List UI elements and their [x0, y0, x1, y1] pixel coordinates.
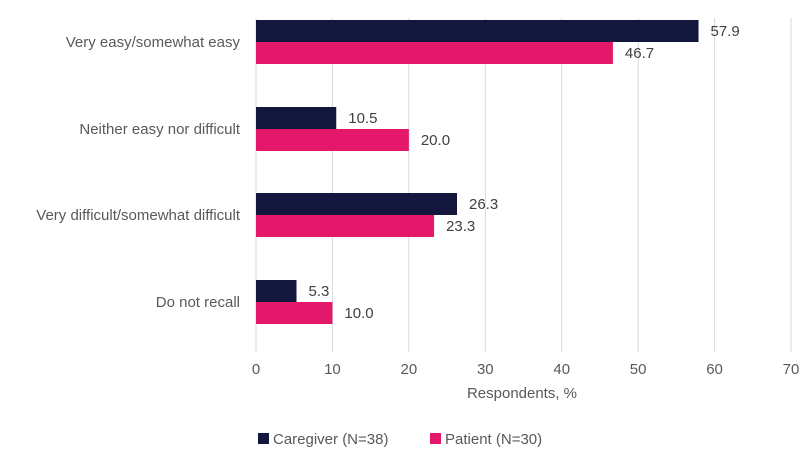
caregiver-bar: [256, 107, 337, 129]
patient-data-label: 46.7: [625, 45, 654, 62]
patient-bar: [256, 129, 409, 151]
legend-label-caregiver: Caregiver (N=38): [273, 431, 388, 448]
patient-data-label: 23.3: [446, 218, 475, 235]
x-tick-label: 30: [477, 361, 494, 378]
bars: [256, 20, 699, 324]
x-tick-label: 40: [553, 361, 570, 378]
x-tick-labels: 0 10 20 30 40 50 60 70: [252, 361, 800, 378]
x-tick-label: 10: [324, 361, 341, 378]
caregiver-bar: [256, 20, 699, 42]
x-axis-title: Respondents, %: [467, 385, 577, 402]
category-label: Neither easy nor difficult: [79, 121, 240, 138]
legend-label-patient: Patient (N=30): [445, 431, 542, 448]
patient-data-label: 20.0: [421, 132, 450, 149]
caregiver-data-label: 57.9: [711, 23, 740, 40]
legend-swatch-caregiver: [258, 433, 269, 444]
caregiver-data-label: 5.3: [309, 283, 330, 300]
legend-swatch-patient: [430, 433, 441, 444]
legend[interactable]: Caregiver (N=38) Patient (N=30): [258, 431, 542, 448]
caregiver-data-label: 10.5: [348, 110, 377, 127]
patient-bar: [256, 42, 613, 64]
x-tick-label: 20: [401, 361, 418, 378]
patient-bar: [256, 215, 435, 237]
gridlines: [255, 18, 792, 352]
category-label: Very easy/somewhat easy: [66, 34, 241, 51]
patient-bar: [256, 302, 333, 324]
category-label: Very difficult/somewhat difficult: [36, 207, 241, 224]
x-tick-label: 50: [630, 361, 647, 378]
category-label: Do not recall: [156, 294, 240, 311]
x-tick-label: 60: [706, 361, 723, 378]
x-tick-label: 0: [252, 361, 260, 378]
patient-data-label: 10.0: [344, 305, 373, 322]
category-labels: Very easy/somewhat easy Neither easy nor …: [36, 34, 241, 311]
data-labels: 57.9 46.7 10.5 20.0 26.3 23.3 5.3 10.0: [309, 23, 740, 322]
caregiver-data-label: 26.3: [469, 196, 498, 213]
x-tick-label: 70: [783, 361, 800, 378]
caregiver-bar: [256, 280, 297, 302]
caregiver-bar: [256, 193, 458, 215]
